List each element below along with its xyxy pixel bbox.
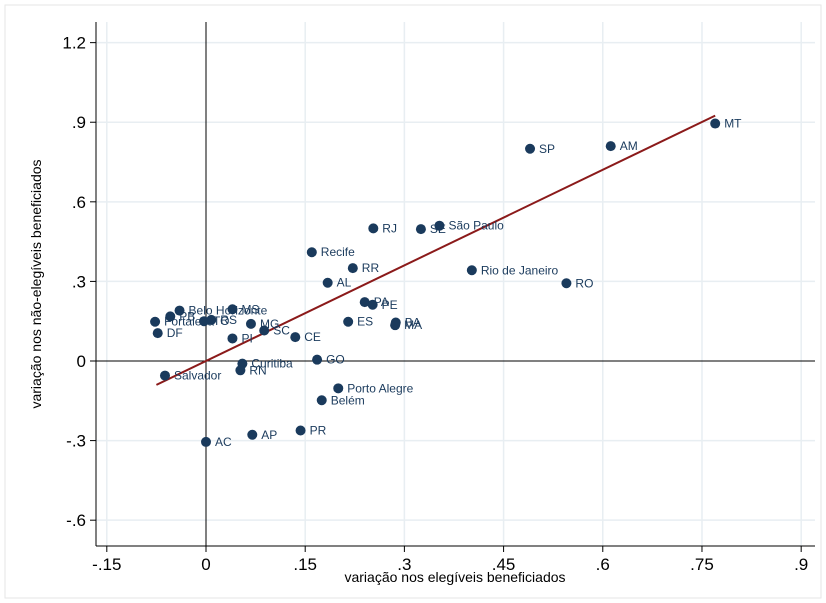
data-point <box>525 144 535 154</box>
data-point-label: RJ <box>382 221 397 235</box>
data-point-label: Salvador <box>174 369 221 383</box>
y-tick-label: -.6 <box>66 511 86 530</box>
y-tick-label: .3 <box>72 272 86 291</box>
data-point <box>348 263 358 273</box>
data-point-label: Recife <box>321 245 355 259</box>
data-point-label: PR <box>310 424 327 438</box>
y-tick-label: 0 <box>77 352 86 371</box>
data-point-label: Belém <box>331 393 365 407</box>
data-point <box>160 371 170 381</box>
data-point <box>206 315 216 325</box>
data-point-label: ES <box>357 315 373 329</box>
y-tick-label: .9 <box>72 113 86 132</box>
data-point <box>307 247 317 257</box>
data-point <box>227 333 237 343</box>
y-tick-label: 1.2 <box>62 34 86 53</box>
data-point <box>201 437 211 447</box>
x-tick-label: .9 <box>794 555 808 574</box>
data-point <box>290 332 300 342</box>
data-point-label: PI <box>241 331 252 345</box>
data-point-label: MG <box>260 317 279 331</box>
data-point-label: AL <box>337 276 352 290</box>
data-point-label: RO <box>575 276 593 290</box>
data-point <box>150 317 160 327</box>
data-point-label: AC <box>215 435 232 449</box>
x-tick-label: .75 <box>690 555 714 574</box>
data-point <box>323 278 333 288</box>
y-tick-label: -.3 <box>66 432 86 451</box>
data-point <box>416 224 426 234</box>
data-point <box>153 328 163 338</box>
data-point-label: MA <box>404 318 422 332</box>
data-point <box>434 221 444 231</box>
x-tick-label: .15 <box>293 555 317 574</box>
data-point <box>390 320 400 330</box>
data-point-label: PE <box>382 298 398 312</box>
data-point-label: DF <box>167 326 183 340</box>
x-axis-label: variação nos elegíveis beneficiados <box>344 569 565 585</box>
data-point-label: São Paulo <box>448 219 504 233</box>
data-point <box>368 300 378 310</box>
data-point-label: Rio de Janeiro <box>481 263 559 277</box>
data-point <box>296 426 306 436</box>
x-tick-label: 0 <box>201 555 210 574</box>
y-axis-label: variação nos não-elegíveis beneficiados <box>28 159 44 408</box>
data-point <box>312 355 322 365</box>
data-point-label: RS <box>220 313 237 327</box>
data-point-label: CE <box>304 330 321 344</box>
data-point <box>247 430 257 440</box>
data-point <box>333 383 343 393</box>
x-tick-label: -.15 <box>92 555 121 574</box>
data-point <box>317 395 327 405</box>
data-point <box>606 141 616 151</box>
y-tick-label: .6 <box>72 193 86 212</box>
data-point-label: AP <box>261 428 277 442</box>
data-point-label: RR <box>362 261 380 275</box>
data-point-label: AM <box>620 139 638 153</box>
data-point <box>368 223 378 233</box>
data-point <box>246 319 256 329</box>
data-point <box>235 365 245 375</box>
x-tick-label: .6 <box>596 555 610 574</box>
data-point <box>343 317 353 327</box>
data-point-label: RN <box>249 363 266 377</box>
data-point-label: GO <box>326 353 345 367</box>
data-point-label: MT <box>724 117 742 131</box>
data-point <box>467 265 477 275</box>
data-point-label: SP <box>539 142 555 156</box>
data-point <box>561 278 571 288</box>
data-point <box>710 119 720 129</box>
